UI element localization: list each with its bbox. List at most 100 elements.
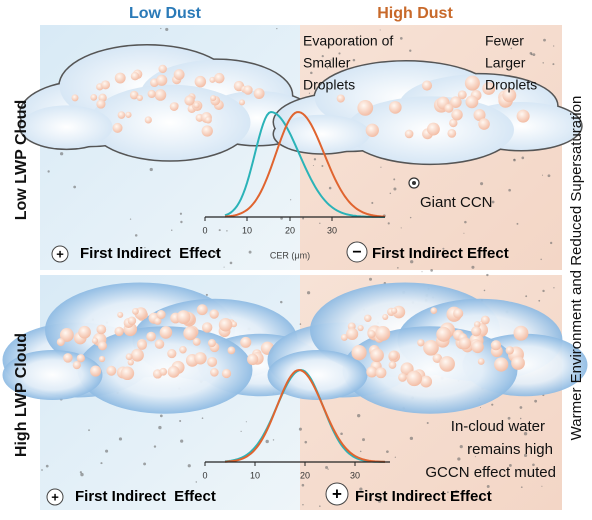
dust xyxy=(534,399,538,403)
droplet xyxy=(357,324,364,332)
droplet xyxy=(146,331,156,342)
dust xyxy=(386,450,389,454)
dust xyxy=(519,417,522,420)
droplet xyxy=(420,375,433,388)
dust xyxy=(310,71,313,75)
droplet xyxy=(193,102,200,109)
dust xyxy=(442,247,445,250)
ccn-icon xyxy=(412,181,416,185)
dust xyxy=(519,406,523,409)
droplet xyxy=(90,93,98,101)
sign-icon xyxy=(346,241,368,263)
droplet xyxy=(430,307,438,314)
dust xyxy=(180,220,183,224)
dust xyxy=(165,27,169,32)
sign-icon xyxy=(51,245,69,263)
dust xyxy=(129,218,132,220)
droplet xyxy=(221,368,232,379)
dust xyxy=(73,185,77,189)
tick-label: 0 xyxy=(202,470,207,480)
dust xyxy=(430,269,433,272)
dust xyxy=(486,485,490,488)
droplet xyxy=(194,352,207,365)
droplet xyxy=(253,88,265,99)
droplet xyxy=(214,72,225,84)
dust xyxy=(553,45,555,47)
droplet xyxy=(154,89,167,101)
dust xyxy=(369,277,373,281)
droplet xyxy=(382,314,389,321)
dust xyxy=(348,38,352,41)
droplet xyxy=(471,326,482,337)
dust xyxy=(349,41,352,44)
droplet xyxy=(98,355,106,363)
droplet xyxy=(153,317,162,325)
dust xyxy=(513,158,516,162)
annotation: GCCN effect muted xyxy=(425,464,556,481)
sign: + xyxy=(51,489,59,504)
dust xyxy=(218,229,221,232)
droplet xyxy=(465,95,479,109)
dust xyxy=(379,29,381,31)
droplet xyxy=(450,96,462,108)
dust xyxy=(179,212,183,215)
dust xyxy=(338,52,341,55)
curve xyxy=(224,368,385,463)
droplet xyxy=(391,307,398,314)
dust xyxy=(308,92,311,94)
dust xyxy=(389,192,392,195)
dust xyxy=(521,156,525,160)
droplet xyxy=(56,338,65,347)
droplet xyxy=(130,71,140,81)
dust xyxy=(302,504,304,506)
droplet xyxy=(375,325,391,341)
annotation: Smaller xyxy=(303,55,351,71)
droplet xyxy=(114,72,126,84)
annotation: In-cloud water xyxy=(451,418,545,435)
droplet xyxy=(464,75,480,91)
cloud-body xyxy=(20,105,113,149)
droplet xyxy=(137,340,147,350)
dust xyxy=(158,425,162,430)
droplet xyxy=(240,336,252,348)
cloud xyxy=(267,282,588,414)
droplet xyxy=(176,310,191,325)
effect-label: First Indirect Effect xyxy=(75,488,216,505)
droplet xyxy=(169,102,179,111)
droplet xyxy=(136,94,143,102)
tick-label: 30 xyxy=(350,470,360,480)
droplet xyxy=(482,81,496,95)
droplet xyxy=(494,357,509,372)
droplet xyxy=(196,304,208,316)
dust xyxy=(541,174,544,176)
dust xyxy=(80,472,84,477)
effect-label: First Indirect Effect xyxy=(372,245,509,262)
dust xyxy=(276,27,278,30)
droplet xyxy=(112,122,123,133)
dust xyxy=(399,37,403,40)
droplet xyxy=(346,327,359,340)
droplet xyxy=(473,108,486,121)
dust xyxy=(459,445,463,449)
droplet xyxy=(370,348,384,363)
dust xyxy=(426,422,429,425)
droplet xyxy=(210,95,217,102)
droplet xyxy=(201,322,213,333)
tick-label: 20 xyxy=(300,470,310,480)
dust xyxy=(304,440,308,444)
dust xyxy=(394,456,396,458)
dust xyxy=(516,222,519,225)
droplet xyxy=(167,365,180,378)
droplet xyxy=(404,129,414,139)
annotation: Evaporation of xyxy=(303,33,393,49)
tick-label: 30 xyxy=(327,225,337,235)
dust xyxy=(328,186,332,190)
droplet xyxy=(453,308,464,319)
droplet xyxy=(364,314,372,323)
droplet xyxy=(502,88,517,103)
dust xyxy=(306,291,311,295)
cloud xyxy=(19,43,317,162)
droplet xyxy=(59,328,74,342)
dust xyxy=(180,439,184,443)
effect: + First Indirect Effect xyxy=(325,482,492,506)
